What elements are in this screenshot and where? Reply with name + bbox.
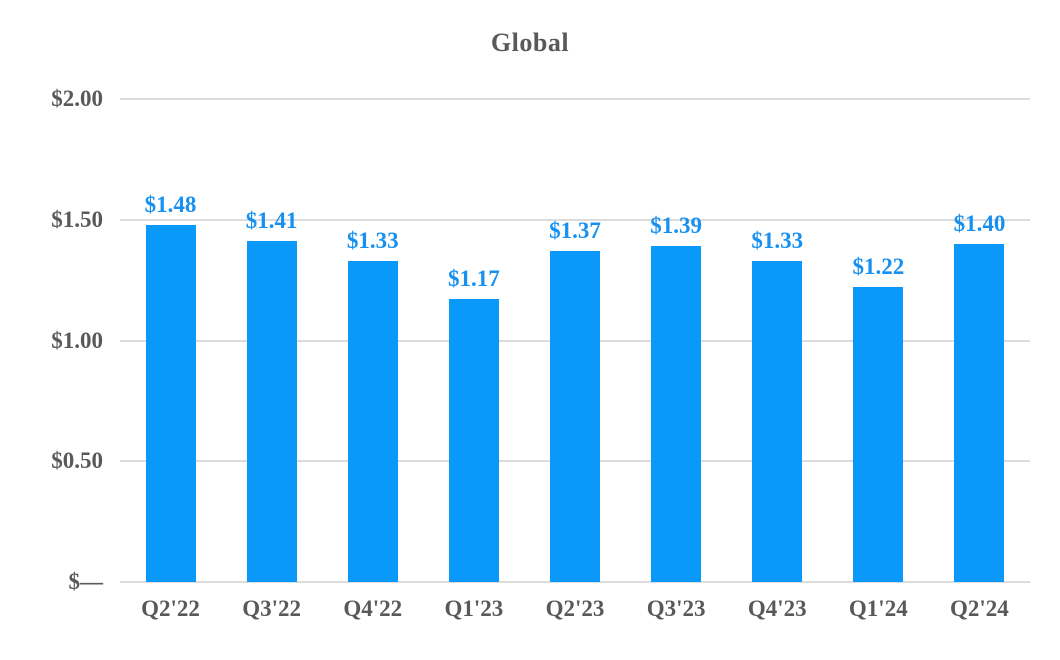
x-axis-tick-label: Q4'23 (747, 596, 807, 621)
x-axis-tick-label: Q1'23 (444, 596, 504, 621)
bar-Q2'23 (550, 251, 600, 582)
x-axis-tick-label: Q3'22 (242, 596, 302, 621)
bar-Q2'22 (145, 224, 196, 582)
bar-value-label: $1.41 (245, 208, 298, 234)
bar-value-label: $1.40 (953, 210, 1006, 236)
y-axis-tick-label: $1.00 (51, 327, 103, 353)
x-axis-tick-label: Q2'24 (950, 596, 1009, 621)
bar-value-label: $1.22 (852, 254, 905, 280)
bar-Q1'23 (448, 299, 499, 582)
gridline (120, 218, 1030, 221)
bar-value-label: $1.37 (549, 218, 601, 244)
chart-title: Global (490, 28, 570, 57)
x-axis-tick-label: Q1'24 (848, 596, 908, 621)
gridline (120, 581, 1030, 583)
bar-value-label: $1.33 (751, 227, 804, 253)
bar-value-label: $1.48 (144, 191, 197, 217)
bar-Q3'23 (651, 246, 702, 582)
x-axis-tick-label: Q2'22 (141, 596, 200, 621)
y-axis-tick-label: $— (68, 569, 104, 594)
gridline (120, 98, 1030, 100)
bar-value-label: $1.33 (346, 227, 399, 253)
x-axis-tick-label: Q2'23 (545, 596, 605, 621)
bar-Q4'23 (752, 260, 803, 582)
x-axis-tick-label: Q4'22 (343, 596, 403, 621)
y-axis-tick-label: $2.00 (51, 86, 103, 111)
bar-Q3'22 (246, 241, 297, 582)
bar-Q1'24 (853, 287, 904, 582)
bar-Q2'24 (954, 243, 1005, 582)
y-axis-tick-label: $1.50 (51, 206, 103, 232)
x-axis-tick-label: Q3'23 (646, 596, 706, 621)
bar-value-label: $1.17 (448, 266, 500, 292)
bar-value-label: $1.39 (650, 213, 702, 239)
y-axis-tick-label: $0.50 (51, 448, 103, 474)
bar-Q4'22 (347, 260, 398, 582)
